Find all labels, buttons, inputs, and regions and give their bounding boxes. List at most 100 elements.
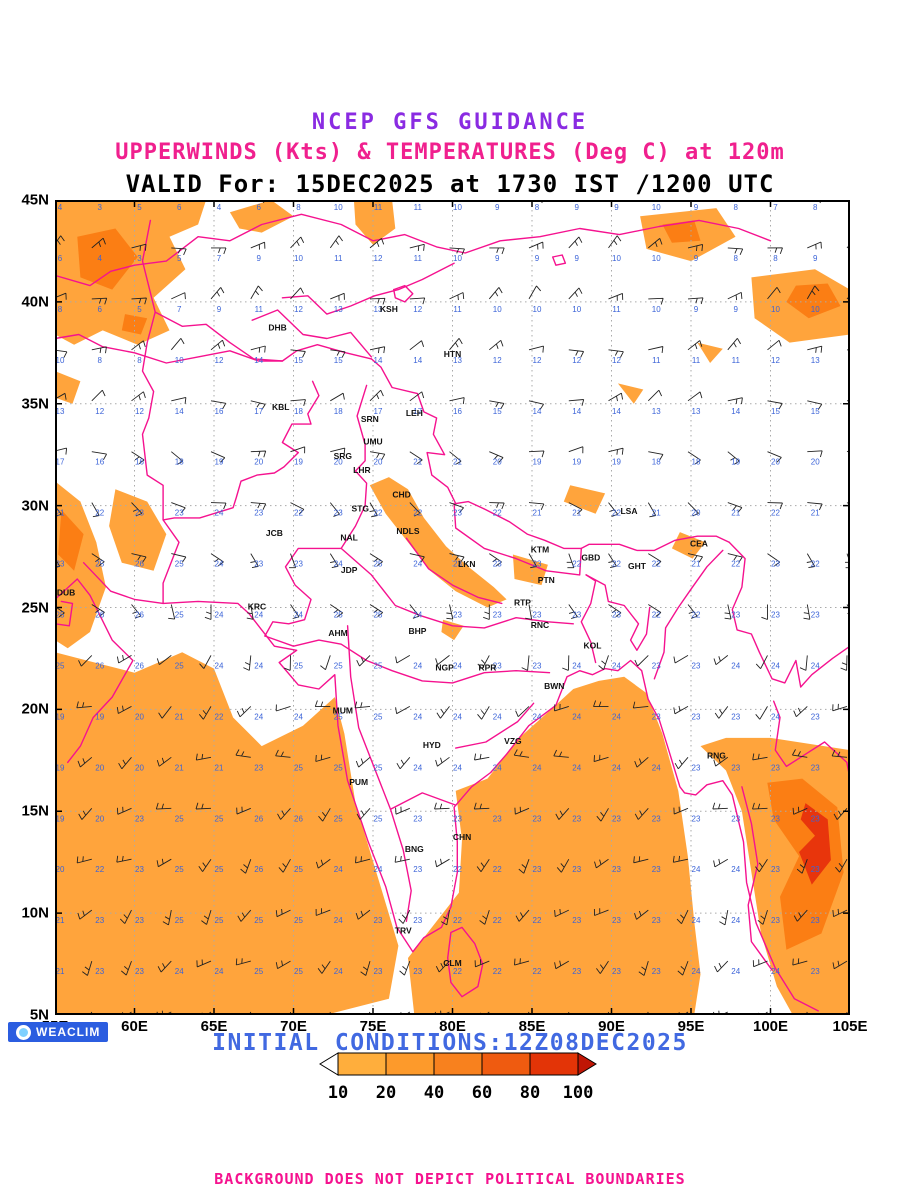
temp-value: 23 [771,865,780,874]
wind-barb [767,287,781,300]
temp-value: 22 [493,865,502,874]
wind-barb [195,753,212,761]
wind-barb [752,959,768,968]
boundary-himalaya-chain [370,358,730,552]
lat-label: 35N [21,395,49,413]
boundary-bangladesh-west [580,574,597,664]
lat-label: 30N [21,497,49,515]
temp-value: 10 [652,305,661,314]
temp-value: 23 [493,661,502,670]
temp-shading [617,383,644,404]
temp-value: 25 [334,611,343,620]
temp-value: 9 [535,254,540,263]
temp-value: 24 [572,712,581,721]
temp-value: 24 [771,712,780,721]
temp-value: 7 [217,254,222,263]
station-label-nal: NAL [340,532,357,542]
temp-value: 25 [374,712,383,721]
temp-value: 26 [294,814,303,823]
temp-value: 9 [495,254,500,263]
valid-time: VALID For: 15DEC2025 at 1730 IST /1200 U… [125,170,775,198]
colorbar: 10 20 40 60 80 100 [319,1052,597,1103]
temp-value: 26 [135,661,144,670]
wind-barb [355,856,371,864]
wind-barb [596,960,609,974]
temp-value: 23 [692,712,701,721]
temp-value: 22 [612,560,621,569]
temp-value: 24 [334,967,343,976]
product-title: NCEP GFS GUIDANCE [311,110,589,135]
wind-barb [634,808,649,820]
temp-value: 13 [692,407,701,416]
temp-shading [353,200,396,245]
temp-value: 14 [374,356,383,365]
temp-value: 24 [493,763,502,772]
wind-barb [395,806,410,815]
wind-barb [568,236,583,249]
wind-barb [369,389,384,402]
wind-barb [277,808,291,820]
temp-shading [408,676,701,1015]
temp-value: 14 [731,407,740,416]
wind-barb [807,502,823,511]
temp-value: 25 [215,916,224,925]
temp-value: 25 [334,763,343,772]
wind-barb [555,808,570,820]
temp-value: 24 [334,916,343,925]
wind-barb [806,285,820,300]
temp-value: 8 [98,356,103,365]
temp-value: 19 [56,763,65,772]
temp-value: 19 [294,458,303,467]
wind-barb [712,802,728,810]
boundary-ksh-contour [393,284,414,303]
wind-barb [329,553,339,569]
temp-value: 5 [137,203,142,212]
wind-barb [767,339,782,351]
temp-value: 7 [177,305,182,314]
temp-value: 22 [453,865,462,874]
temp-value: 8 [535,203,540,212]
temp-value: 9 [217,305,222,314]
wind-barb [803,604,811,620]
colorbar-label: 100 [563,1083,594,1103]
temp-value: 22 [453,916,462,925]
wind-barb [77,909,93,920]
temp-value: 15 [771,407,780,416]
wind-barb [672,855,689,863]
temp-value: 25 [95,560,104,569]
wind-barb [757,909,768,925]
wind-barb [489,247,505,255]
station-label-clm: CLM [443,958,461,968]
temp-value: 12 [533,356,542,365]
boundary-turkmen-border [55,333,284,364]
wind-barb [562,655,570,671]
wind-barb [82,960,93,976]
wind-barb [435,655,450,665]
temp-value: 25 [175,661,184,670]
temp-value: 10 [811,305,820,314]
station-label-kbl: KBL [272,402,289,412]
wind-barb [435,756,450,767]
temp-value: 24 [692,967,701,976]
station-label-lhr: LHR [353,465,370,475]
temp-value: 21 [175,712,184,721]
temp-value: 24 [413,661,422,670]
station-label-cea: CEA [690,538,708,548]
temp-value: 13 [56,407,65,416]
wind-barb [479,909,490,925]
temp-value: 18 [692,458,701,467]
temp-value: 9 [694,305,699,314]
temp-value: 25 [294,967,303,976]
wind-barb [673,655,689,664]
temp-value: 23 [95,916,104,925]
colorbar-cell [433,1052,483,1076]
temp-value: 19 [731,458,740,467]
wind-barb [275,704,291,712]
temp-value: 23 [731,611,740,620]
wind-barb [91,502,100,518]
wind-barb [832,703,848,712]
wind-barb [131,553,147,563]
temp-value: 11 [453,305,462,314]
temp-value: 25 [175,814,184,823]
temp-value: 24 [413,611,422,620]
